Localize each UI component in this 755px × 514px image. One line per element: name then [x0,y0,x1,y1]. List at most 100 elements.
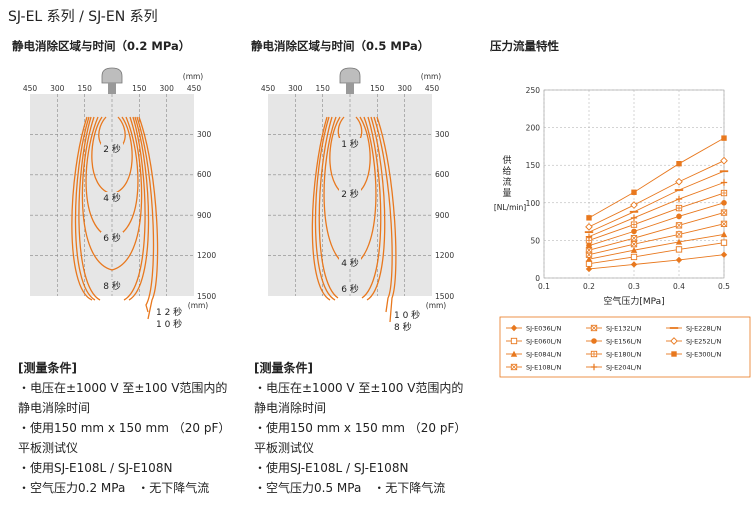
y-tick: 1200 [197,251,216,260]
series-sj-e036l-n [585,251,728,273]
series-sj-e300l-n [586,135,727,221]
y-tick: 1500 [435,292,454,301]
marker-shape [591,338,597,344]
x-tick-label: 0.1 [538,282,550,291]
marker-shape [631,241,637,247]
zone-label: 4 秒 [341,257,359,269]
legend: SJ-E036L/N SJ-E060L/N SJ-E084L/N SJ-E108L/N… [506,325,721,372]
page-title: SJ-EL 系列 / SJ-EN 系列 [8,9,158,25]
data-point [721,200,727,206]
series-sj-e180l-n [585,189,728,244]
legend-item: SJ-E060L/N [506,338,561,346]
conditions-header: [测量条件] [254,361,313,375]
marker-shape [585,233,593,240]
data-point [630,241,638,248]
conditions-line: ・使用150 mm x 150 mm （20 pF） [254,421,467,435]
marker-shape [676,213,682,220]
legend-label: SJ-E228L/N [686,325,721,333]
marker-shape [675,256,683,264]
zone-labels: 2 秒 4 秒 6 秒 8 秒 [101,143,123,292]
marker-shape [510,337,518,345]
marker-shape [720,239,728,246]
conditions-line: ・空气压力0.2 MPa ・无下降气流 [18,481,210,495]
y-tick-labels: 300 600 900 1200 1500 [197,130,216,301]
zone-label: 8 秒 [103,280,121,292]
conditions-line: 静电消除时间 [18,401,91,415]
ionizer-icon [339,67,361,94]
series-sj-e084l-n [585,231,728,262]
marker-shape [675,238,683,245]
zone-label: 6 秒 [103,232,121,244]
y-tick-label: 250 [526,86,541,95]
marker-shape [720,231,728,238]
conditions-line: ・空气压力0.5 MPa ・无下降气流 [254,481,446,495]
data-point [585,223,593,231]
series-line [588,212,725,251]
legend-label: SJ-E108L/N [526,364,561,372]
x-tick: 450 [187,84,202,93]
legend-item: SJ-E132L/N [586,325,641,333]
conditions-line: ・使用SJ-E108L / SJ-E108N [18,461,173,475]
legend-box [499,316,751,378]
legend-item: SJ-E204L/N [586,364,641,372]
marker-shape [721,135,727,141]
marker-shape [720,156,728,165]
marker-shape [585,223,593,231]
marker-shape [630,261,638,268]
x-tick: 150 [78,84,93,93]
legend-item: SJ-E084L/N [506,351,561,359]
zone-label: 1 秒 [341,138,359,150]
legend-label: SJ-E132L/N [606,325,641,333]
y-axis-label-char: 量 [502,188,511,199]
series-line [588,170,725,233]
y-tick-labels: 300 600 900 1200 1500 [435,130,454,301]
legend-label: SJ-E084L/N [526,351,561,359]
x-tick: 300 [288,84,303,93]
outer-labels: 1 2 秒 1 0 秒 [156,306,182,330]
conditions-header: [测量条件] [18,361,77,375]
right-unit-label: (mm) [426,301,447,310]
data-point [586,215,592,221]
marker-shape [677,206,681,211]
y-tick: 1200 [435,251,454,260]
data-point [720,239,728,246]
x-tick: 300 [160,84,175,93]
data-point [631,228,637,235]
legend-item: SJ-E108L/N [506,364,561,372]
x-tick: 150 [316,84,331,93]
zone-label: 4 秒 [103,192,121,204]
data-point [675,238,683,245]
data-point [585,233,593,240]
zone-label: 2 秒 [341,188,359,200]
marker-shape [631,235,637,241]
data-point [510,337,518,345]
y-tick: 900 [197,211,212,220]
legend-item: SJ-E252L/N [666,337,721,346]
x-tick-label: 0.3 [628,282,640,291]
series-line [588,223,725,256]
data-point [630,221,638,228]
data-point [590,324,598,332]
y-axis-label-char: 供 [502,154,511,166]
y-tick-label: 150 [526,161,541,170]
data-point [720,220,728,228]
top-unit-label: (mm) [421,72,442,81]
data-point [675,246,683,253]
data-point [630,234,638,242]
data-point [631,189,637,195]
conditions-line: 平板测试仪 [254,441,315,455]
marker-shape [630,246,638,253]
right-unit-label: (mm) [188,301,209,310]
data-point [510,350,518,357]
legend-item: SJ-E156L/N [586,338,641,346]
marker-shape [632,222,636,227]
y-tick-label: 200 [526,124,541,133]
series-sj-e108l-n [585,220,728,258]
legend-item: SJ-E036L/N [506,325,561,333]
series-line [588,254,725,270]
data-point [675,222,683,229]
marker-shape [676,160,682,167]
data-point [675,177,683,186]
zone-labels: 1 秒 2 秒 4 秒 6 秒 [339,138,361,295]
data-point [590,363,598,371]
